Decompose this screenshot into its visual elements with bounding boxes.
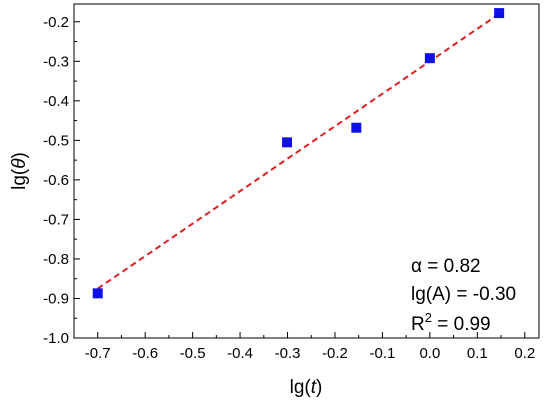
y-tick-label: -0.4 (43, 93, 69, 110)
y-axis-ticks: -1.0 -0.9 -0.8 -0.7 -0.6 -0.5 -0.4 -0.3 -0.2 (43, 14, 80, 347)
y-tick-label: -0.2 (43, 14, 69, 31)
data-point (92, 288, 103, 299)
y-tick-label: -0.8 (43, 251, 69, 268)
x-tick-label: 0.0 (419, 345, 440, 362)
x-tick-label: -0.1 (369, 345, 395, 362)
x-tick-label: -0.5 (180, 345, 206, 362)
data-point (424, 53, 435, 64)
x-tick-label: 0.1 (467, 345, 488, 362)
data-point (351, 122, 362, 133)
x-tick-label: -0.2 (322, 345, 348, 362)
annotation-alpha: α = 0.82 (411, 256, 481, 277)
x-tick-label: -0.7 (85, 345, 111, 362)
y-tick-label: -1.0 (43, 330, 69, 347)
y-tick-label: -0.3 (43, 53, 69, 70)
data-point (494, 8, 505, 19)
y-tick-label: -0.6 (43, 172, 69, 189)
data-points-layer (92, 8, 505, 299)
x-axis-title: lg(t) (290, 377, 323, 398)
data-point (282, 137, 293, 148)
annotation-lg-a: lg(A) = -0.30 (411, 284, 516, 305)
x-tick-label: -0.6 (132, 345, 158, 362)
x-tick-label: -0.3 (275, 345, 301, 362)
x-tick-label: 0.2 (514, 345, 535, 362)
fit-line (97, 13, 500, 290)
y-tick-label: -0.7 (43, 211, 69, 228)
y-tick-label: -0.9 (43, 290, 69, 307)
annotation-r-squared: R2 = 0.99 (411, 310, 491, 335)
x-tick-label: -0.4 (227, 345, 253, 362)
x-axis-ticks: -0.7 -0.6 -0.5 -0.4 -0.3 -0.2 -0.1 0.0 0.1 0.2 (85, 332, 535, 362)
y-axis-title: lg(θ) (9, 152, 30, 190)
fit-line-layer (97, 13, 500, 290)
plot-frame (73, 3, 540, 339)
y-tick-label: -0.5 (43, 132, 69, 149)
